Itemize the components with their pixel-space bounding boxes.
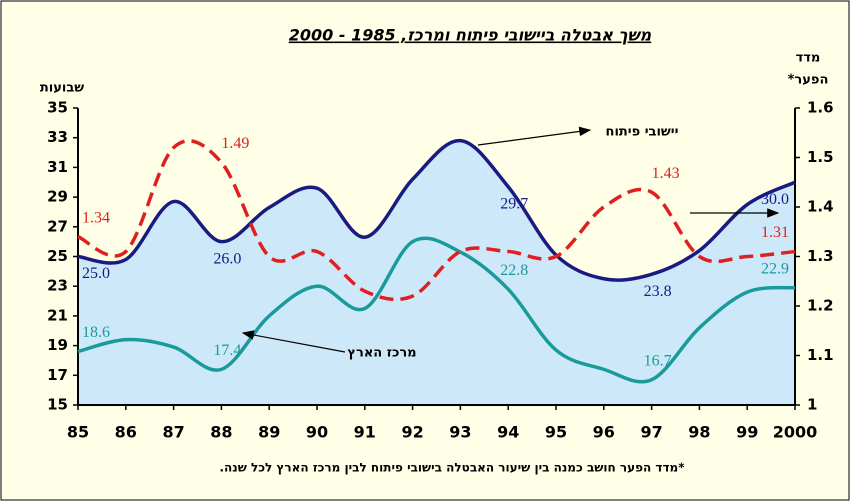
value-label: 17.4 [213,342,241,359]
x-tick-label: 88 [210,423,232,442]
value-label: 1.31 [761,224,789,241]
x-tick-label: 99 [736,423,758,442]
y-tick-label: 29 [47,188,68,206]
x-tick-label: 2000 [773,423,818,442]
x-tick-label: 94 [497,423,519,442]
x-tick-label: 90 [306,423,328,442]
value-label: 18.6 [82,324,110,341]
x-tick-label: 85 [67,423,89,442]
x-tick-label: 98 [688,423,710,442]
value-label: 16.7 [644,352,672,369]
y-tick-label: 31 [47,158,68,176]
footnote: *מדד הפער חושב כמנה בין שיעור האבטלה ביש… [219,461,685,475]
x-tick-label: 96 [593,423,615,442]
y-tick-label: 21 [47,306,68,324]
annotation: יישובי פיתוח [606,125,679,140]
y2-tick-label: 1 [807,396,817,414]
y2-tick-label: 1.2 [807,297,834,315]
y-tick-label: 23 [47,277,68,295]
x-tick-label: 95 [545,423,567,442]
value-label: 22.8 [500,262,528,279]
y-tick-label: 15 [47,396,68,414]
value-label: 1.43 [652,165,680,182]
y2-axis-label: הפער* [788,73,829,88]
value-label: 26.0 [213,250,241,267]
arrow [241,330,346,353]
line [77,139,796,302]
value-label: 23.8 [644,283,672,300]
y-tick-label: 25 [47,247,68,265]
value-label: 25.0 [82,265,110,282]
value-label: 1.34 [82,209,110,226]
value-label: 22.9 [761,260,789,277]
y2-tick-label: 1.6 [807,99,834,117]
y2-axis-label: מדד [796,51,821,66]
chart-title: משך אבטלה ביישובי פיתוח ומרכז, 1985 - 20… [289,26,652,45]
x-tick-label: 97 [640,423,662,442]
x-tick-label: 89 [258,423,280,442]
y-tick-label: 17 [47,366,68,384]
y-tick-label: 33 [47,128,68,146]
y2-tick-label: 1.5 [807,148,834,166]
value-label: 1.49 [221,135,249,152]
y2-tick-label: 1.3 [807,247,834,265]
arrow [477,126,592,146]
y-tick-label: 27 [47,217,68,235]
value-label: 29.7 [500,195,528,212]
line [77,138,796,282]
x-tick-label: 93 [449,423,471,442]
x-tick-label: 91 [354,423,376,442]
value-label: 30.0 [761,191,789,208]
y-tick-label: 19 [47,336,68,354]
x-tick-label: 86 [115,423,137,442]
y-axis-label: שבועות [40,81,84,96]
x-tick-label: 92 [401,423,423,442]
line [77,236,796,384]
y-tick-label: 35 [47,99,68,117]
y2-tick-label: 1.4 [807,198,834,216]
y2-tick-label: 1.1 [807,346,834,364]
annotation: מרכז הארץ [347,346,416,361]
x-tick-label: 87 [162,423,184,442]
